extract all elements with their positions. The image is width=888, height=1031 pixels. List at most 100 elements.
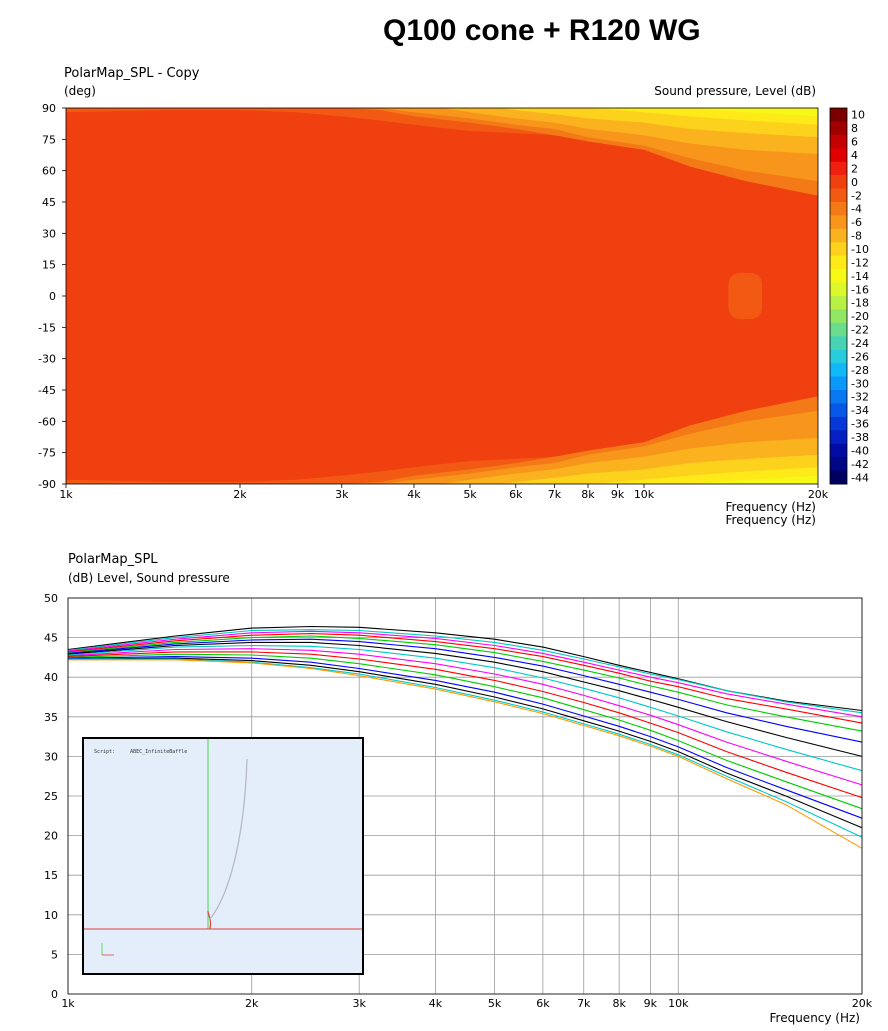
colorbar-swatch — [830, 376, 847, 391]
line-y-tick-label: 10 — [44, 909, 58, 922]
colorbar-swatch — [830, 242, 847, 257]
series-line — [67, 657, 863, 829]
heatmap-plot — [66, 108, 818, 484]
line-y-tick-label: 45 — [44, 632, 58, 645]
heatmap-y-tick-label: -15 — [38, 321, 56, 334]
colorbar-swatch — [830, 161, 847, 176]
heatmap-xlabel-echo: Frequency (Hz) — [725, 513, 817, 527]
line-x-tick-label: 1k — [61, 997, 75, 1010]
colorbar-swatch — [830, 390, 847, 404]
heatmap-x-tick-label: 10k — [634, 488, 655, 501]
colorbar-tick-label: -12 — [851, 256, 869, 269]
colorbar-frame — [829, 107, 848, 485]
contour-band-lower — [689, 475, 818, 484]
colorbar-swatch — [830, 202, 847, 216]
series-line — [67, 648, 863, 786]
colorbar-swatch — [830, 148, 847, 163]
heatmap-y-tick-label: -75 — [38, 447, 56, 460]
waveguide-profile-drawing — [84, 739, 362, 956]
colorbar-swatch — [830, 443, 847, 458]
colorbar-tick-label: -44 — [851, 471, 869, 484]
colorbar-tick-label: -38 — [851, 431, 869, 444]
heatmap-hotspot — [623, 285, 645, 307]
series-line — [67, 638, 863, 743]
colorbar-tick-label: -24 — [851, 337, 869, 350]
colorbar-tick-label: -30 — [851, 377, 869, 390]
colorbar-swatch — [830, 228, 847, 243]
series-line — [67, 644, 863, 772]
line-x-tick-label: 9k — [644, 997, 658, 1010]
colorbar-swatch — [830, 296, 847, 310]
colorbar-tick-label: -16 — [851, 283, 869, 296]
colorbar-tick-label: 6 — [851, 136, 858, 149]
colorbar-swatch — [830, 336, 847, 351]
heatmap-x-tick-label: 7k — [548, 488, 562, 501]
simulation-inset: Script: ABEC_InfiniteBaffle — [82, 737, 364, 975]
series-line — [67, 656, 863, 819]
colorbar-swatch — [830, 322, 847, 337]
line-x-tick-label: 10k — [668, 997, 689, 1010]
series-line — [67, 653, 863, 810]
line-x-tick-label: 2k — [245, 997, 259, 1010]
heatmap-x-tick-label: 8k — [581, 488, 595, 501]
colorbar-tick-label: 4 — [851, 149, 858, 162]
colorbar-tick-label: -36 — [851, 418, 869, 431]
heatmap-y-tick-label: 90 — [42, 102, 56, 115]
colorbar-tick-label: 2 — [851, 162, 858, 175]
line-y-tick-label: 35 — [44, 711, 58, 724]
line-y-tick-label: 50 — [44, 592, 58, 605]
heatmap-hotspot — [728, 273, 762, 319]
colorbar-tick-label: 8 — [851, 122, 858, 135]
heatmap-y-tick-label: 45 — [42, 196, 56, 209]
line-xlabel: Frequency (Hz) — [769, 1011, 861, 1025]
line-y-tick-label: 15 — [44, 869, 58, 882]
heatmap-y-tick-label: -90 — [38, 478, 56, 491]
colorbar-swatch — [830, 416, 847, 431]
colorbar-tick-label: -4 — [851, 203, 862, 216]
series-line — [67, 629, 863, 714]
colorbar-tick-label: 10 — [851, 109, 865, 122]
colorbar-tick-label: -32 — [851, 391, 869, 404]
colorbar-swatch — [830, 108, 847, 122]
heatmap-y-tick-label: -30 — [38, 353, 56, 366]
line-ylabel: (dB) Level, Sound pressure — [68, 571, 230, 585]
line-x-tick-label: 20k — [852, 997, 873, 1010]
heatmap-base — [66, 108, 818, 484]
colorbar-swatch — [830, 363, 847, 378]
line-y-tick-label: 20 — [44, 830, 58, 843]
line-x-tick-label: 6k — [536, 997, 550, 1010]
colorbar-tick-label: 0 — [851, 176, 858, 189]
line-y-tick-label: 40 — [44, 671, 58, 684]
colorbar-tick-label: -28 — [851, 364, 869, 377]
line-y-tick-label: 25 — [44, 790, 58, 803]
series-line — [67, 633, 863, 724]
heatmap-y-tick-label: 15 — [42, 259, 56, 272]
line-title: PolarMap_SPL — [68, 552, 158, 567]
colorbar-tick-label: -22 — [851, 324, 869, 337]
line-y-tick-label: 5 — [51, 948, 58, 961]
colorbar-tick-label: -26 — [851, 350, 869, 363]
heatmap-x-tick-label: 3k — [335, 488, 349, 501]
colorbar-swatch — [830, 215, 847, 230]
colorbar-tick-label: -8 — [851, 230, 862, 243]
colorbar-tick-label: -34 — [851, 404, 869, 417]
colorbar-tick-label: -20 — [851, 310, 869, 323]
colorbar-tick-label: -6 — [851, 216, 862, 229]
heatmap-x-tick-label: 20k — [808, 488, 829, 501]
heatmap-ylabel: (deg) — [64, 84, 96, 98]
series-line — [67, 635, 863, 732]
colorbar-swatch — [830, 255, 847, 270]
series-line — [67, 641, 863, 757]
colorbar-swatch — [830, 349, 847, 364]
heatmap-x-tick-label: 2k — [233, 488, 247, 501]
colorbar-swatch — [830, 121, 847, 136]
series-line — [68, 659, 863, 849]
line-y-tick-label: 30 — [44, 750, 58, 763]
heatmap-xlabel: Frequency (Hz) — [725, 500, 817, 514]
colorbar-swatch — [830, 403, 847, 418]
heatmap-y-tick-label: 0 — [49, 290, 56, 303]
page-title: Q100 cone + R120 WG — [383, 14, 701, 47]
colorbar-swatch — [830, 134, 847, 149]
heatmap-y-tick-label: 75 — [42, 133, 56, 146]
line-x-tick-label: 4k — [429, 997, 443, 1010]
